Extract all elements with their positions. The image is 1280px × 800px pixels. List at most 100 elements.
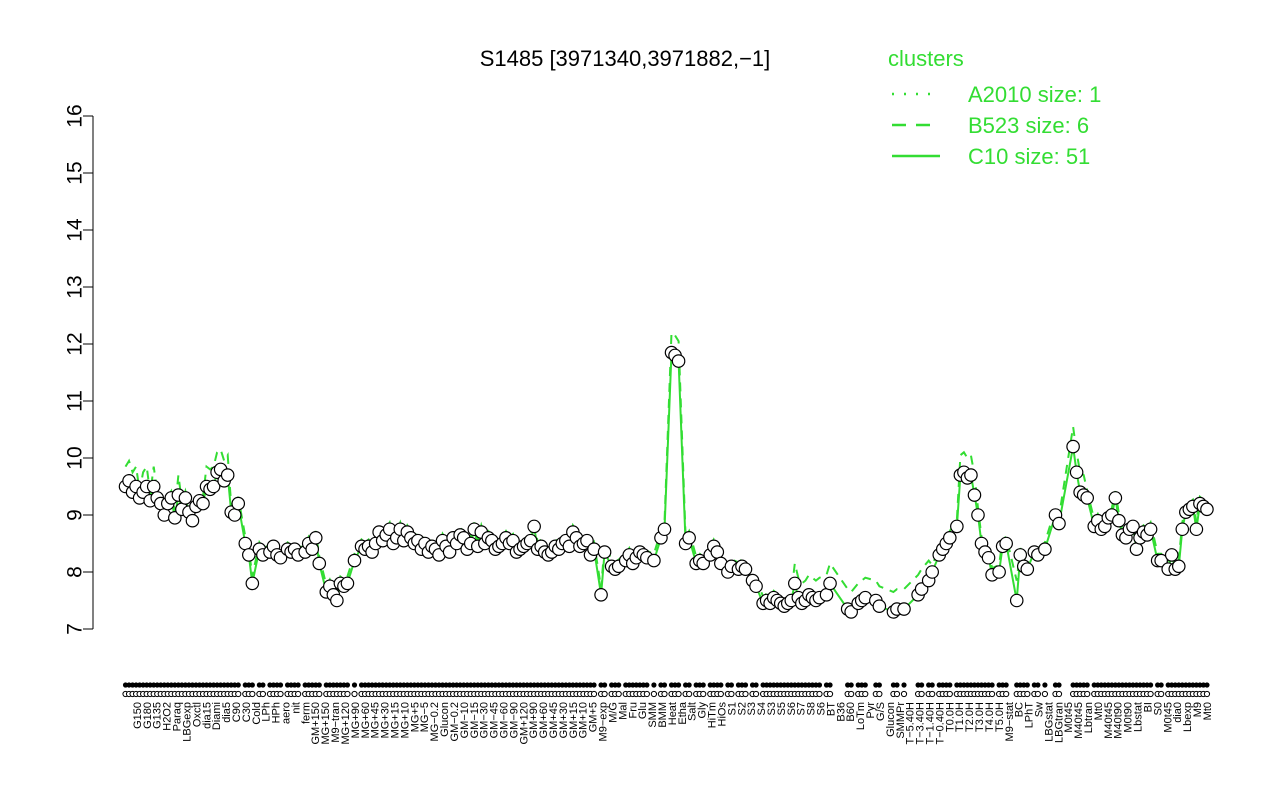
data-point bbox=[710, 545, 725, 559]
x-tick-label: MG+15 bbox=[389, 702, 401, 738]
rug-marker bbox=[351, 682, 358, 688]
rug-marker bbox=[1203, 690, 1211, 698]
rug-marker bbox=[700, 682, 706, 688]
legend-entry-label: B523 size: 6 bbox=[968, 113, 1089, 138]
x-tick-label: Gly bbox=[697, 702, 709, 719]
y-tick-label: 11 bbox=[64, 390, 87, 412]
rug-marker bbox=[615, 690, 622, 698]
x-tick-label: T3.0H bbox=[974, 702, 986, 732]
rug-marker bbox=[616, 682, 622, 688]
x-tick-label: Lbexp bbox=[1182, 702, 1194, 732]
y-tick-label: 10 bbox=[64, 446, 87, 469]
rug-marker bbox=[901, 682, 907, 688]
rug-marker bbox=[848, 690, 855, 698]
x-tick-label: Sw bbox=[1033, 702, 1045, 717]
x-tick-label: BI bbox=[1142, 702, 1154, 712]
rug-marker bbox=[827, 682, 833, 688]
x-tick-label: MG−5 bbox=[419, 702, 431, 732]
rug-marker bbox=[1158, 690, 1165, 698]
data-point bbox=[245, 576, 260, 591]
legend-entry-label: A2010 size: 1 bbox=[968, 82, 1101, 107]
x-tick-label: GM+10 bbox=[578, 702, 590, 738]
y-axis: 7 8 9 10 11 12 13 14 15 16 bbox=[64, 104, 94, 635]
x-tick-label: LBGexp bbox=[181, 702, 193, 742]
x-tick-label: Mt0 bbox=[1093, 702, 1105, 720]
data-point bbox=[308, 530, 323, 545]
rug-marker bbox=[686, 682, 692, 688]
x-tick-label: Oxctl bbox=[191, 702, 203, 727]
x-tick-label: GM+15 bbox=[568, 702, 580, 738]
data-point bbox=[981, 550, 996, 565]
x-tick-label: aero bbox=[281, 702, 293, 724]
data-point bbox=[819, 587, 834, 602]
data-point bbox=[1020, 562, 1035, 576]
x-tick-label: Diami bbox=[211, 702, 223, 730]
x-tick-label: GM−90 bbox=[508, 702, 520, 738]
rug-marker bbox=[1084, 690, 1091, 698]
rug-marker bbox=[717, 690, 724, 698]
x-tick-label: dia15 bbox=[201, 702, 213, 729]
data-point bbox=[999, 536, 1013, 551]
rug-marker bbox=[591, 682, 597, 688]
rug-marker bbox=[295, 682, 301, 688]
x-tick-label: G/S bbox=[875, 702, 887, 721]
y-tick-label: 14 bbox=[64, 218, 87, 242]
rug-marker bbox=[249, 682, 255, 688]
x-tick-label: M0t90 bbox=[1123, 702, 1135, 733]
rug-marker bbox=[753, 682, 759, 688]
x-tick-label: HiTm bbox=[707, 702, 719, 728]
y-tick-label: 13 bbox=[64, 275, 87, 298]
x-tick-label: M9−exp bbox=[598, 702, 610, 741]
x-tick-label: Paraq bbox=[172, 702, 184, 731]
rug-marker bbox=[946, 690, 953, 698]
x-tick-label: BMM bbox=[657, 702, 669, 728]
data-point bbox=[823, 576, 837, 591]
rug-marker bbox=[235, 682, 241, 688]
x-tick-label: Mal bbox=[617, 702, 629, 720]
x-tick-label: M9−tran bbox=[330, 702, 342, 743]
rug-marker bbox=[1147, 690, 1154, 698]
x-tick-label: T0.0H bbox=[944, 702, 956, 732]
rug-marker bbox=[988, 690, 996, 698]
y-tick-label: 15 bbox=[64, 161, 87, 184]
x-tick-label: Pyr bbox=[865, 702, 877, 719]
x-tick-label: Etha bbox=[677, 701, 689, 725]
data-point bbox=[1009, 593, 1024, 608]
x-tick-label: S1 bbox=[726, 702, 738, 715]
x-tick-label: Fru bbox=[627, 702, 639, 719]
x-tick-label: MG+45 bbox=[370, 702, 382, 738]
series-line-b523 bbox=[124, 330, 1208, 601]
x-tick-label: S0 bbox=[1152, 702, 1164, 715]
x-tick-label: M9 bbox=[1192, 702, 1204, 717]
rug-marker bbox=[1147, 682, 1154, 688]
x-tick-label: G180 bbox=[142, 702, 154, 729]
x-tick-label: GM+30 bbox=[558, 702, 570, 738]
rug-marker bbox=[249, 690, 256, 698]
rug-marker bbox=[661, 690, 668, 698]
x-tick-label: S7 bbox=[796, 702, 808, 715]
x-tick-label: GM+60 bbox=[538, 702, 550, 738]
data-point bbox=[1164, 548, 1179, 562]
x-tick-label: GM−45 bbox=[489, 702, 501, 738]
rug-marker bbox=[316, 690, 323, 698]
rug-marker bbox=[277, 690, 284, 698]
series-lines bbox=[124, 330, 1208, 614]
x-tick-label: M40t45 bbox=[1073, 702, 1085, 739]
rug-marker bbox=[816, 690, 823, 698]
x-tick-label: MG+90 bbox=[350, 702, 362, 738]
x-tick-label: SMM bbox=[647, 702, 659, 728]
x-tick-label: M0t45 bbox=[1063, 702, 1075, 733]
rug-marker bbox=[728, 690, 735, 698]
rug-marker bbox=[316, 682, 322, 688]
x-tick-label: LBGstat bbox=[1043, 702, 1055, 742]
rug-marker bbox=[918, 690, 925, 698]
rug-marker bbox=[700, 690, 707, 698]
x-tick-label: GM−0.2 bbox=[449, 702, 461, 741]
rug-marker bbox=[1003, 690, 1010, 698]
x-tick-label: T5.0H bbox=[994, 702, 1006, 732]
rug-marker bbox=[862, 682, 868, 688]
rug-marker bbox=[351, 690, 358, 698]
x-tick-label: T1.0H bbox=[954, 702, 966, 732]
data-point bbox=[749, 579, 763, 594]
rug-marker bbox=[1034, 690, 1041, 698]
